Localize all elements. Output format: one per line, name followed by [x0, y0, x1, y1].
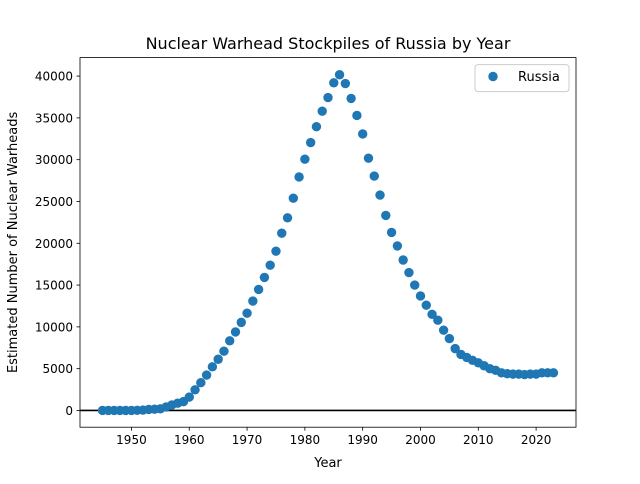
data-point [219, 346, 229, 356]
x-tick-label: 1950 [116, 433, 147, 447]
data-point [311, 121, 322, 132]
data-point [288, 193, 299, 203]
data-point [392, 241, 403, 251]
data-point [207, 362, 218, 372]
y-tick-label: 0 [65, 404, 73, 418]
data-point [340, 78, 351, 89]
data-point [225, 336, 235, 346]
x-tick-label: 1970 [232, 433, 263, 447]
data-point [213, 354, 223, 364]
y-axis: 0 5000 10000 15000 20000 25000 30000 35000 40000 [35, 70, 80, 418]
data-point [317, 106, 327, 116]
data-point [421, 300, 431, 310]
data-point [265, 260, 275, 270]
data-point [363, 153, 374, 163]
data-point [427, 309, 437, 320]
data-point [277, 228, 287, 238]
y-tick-label: 5000 [42, 362, 73, 376]
y-tick-label: 10000 [35, 320, 73, 334]
legend-frame [474, 64, 570, 93]
y-tick-label: 15000 [35, 279, 73, 293]
data-point [548, 368, 559, 378]
data-point [357, 129, 368, 139]
y-tick-label: 35000 [35, 111, 73, 125]
data-point [381, 210, 391, 221]
data-point [398, 255, 408, 265]
data-point [375, 190, 385, 200]
y-tick-label: 40000 [35, 70, 73, 84]
x-axis: 1950 1960 1970 1980 1990 2000 2010 2020 [116, 427, 551, 447]
y-tick-label: 20000 [35, 237, 73, 251]
x-tick-label: 1980 [290, 433, 321, 447]
data-point [369, 171, 379, 181]
data-point [404, 267, 414, 278]
data-point [230, 327, 241, 337]
plot-area [79, 57, 577, 428]
x-tick-label: 2020 [521, 433, 552, 447]
data-point [346, 93, 356, 104]
data-points [97, 70, 559, 416]
data-point [190, 385, 200, 395]
data-point [305, 137, 316, 148]
data-point [236, 317, 246, 328]
data-point [282, 213, 293, 223]
legend-label-russia: Russia [518, 70, 560, 85]
data-point [410, 280, 420, 290]
chart-title: Nuclear Warhead Stockpiles of Russia by … [146, 34, 511, 53]
data-point [253, 284, 264, 295]
data-point [201, 370, 212, 380]
data-point [415, 291, 426, 301]
data-point [334, 70, 345, 80]
x-tick-label: 2010 [463, 433, 494, 447]
data-point [300, 154, 310, 164]
data-point [352, 110, 362, 121]
data-point [248, 296, 258, 306]
legend-marker-russia [488, 71, 498, 82]
data-point [271, 246, 281, 256]
data-point [184, 392, 194, 402]
data-point [450, 343, 460, 354]
data-point [433, 315, 443, 325]
data-point [196, 378, 206, 388]
legend: Russia [474, 64, 570, 93]
y-tick-label: 25000 [35, 195, 73, 209]
data-point [386, 227, 397, 238]
x-tick-label: 1990 [347, 433, 378, 447]
x-axis-label: Year [313, 456, 342, 471]
x-tick-label: 2000 [405, 433, 436, 447]
data-point [438, 325, 449, 335]
axes-frame [79, 57, 577, 428]
y-axis-label: Estimated Number of Nuclear Warheads [6, 112, 21, 374]
data-point [242, 308, 252, 318]
x-tick-label: 1960 [174, 433, 205, 447]
y-tick-label: 30000 [35, 153, 73, 167]
data-point [444, 333, 455, 344]
data-point [259, 272, 270, 283]
data-point [329, 78, 339, 88]
data-point [294, 172, 304, 182]
data-point [323, 92, 333, 103]
